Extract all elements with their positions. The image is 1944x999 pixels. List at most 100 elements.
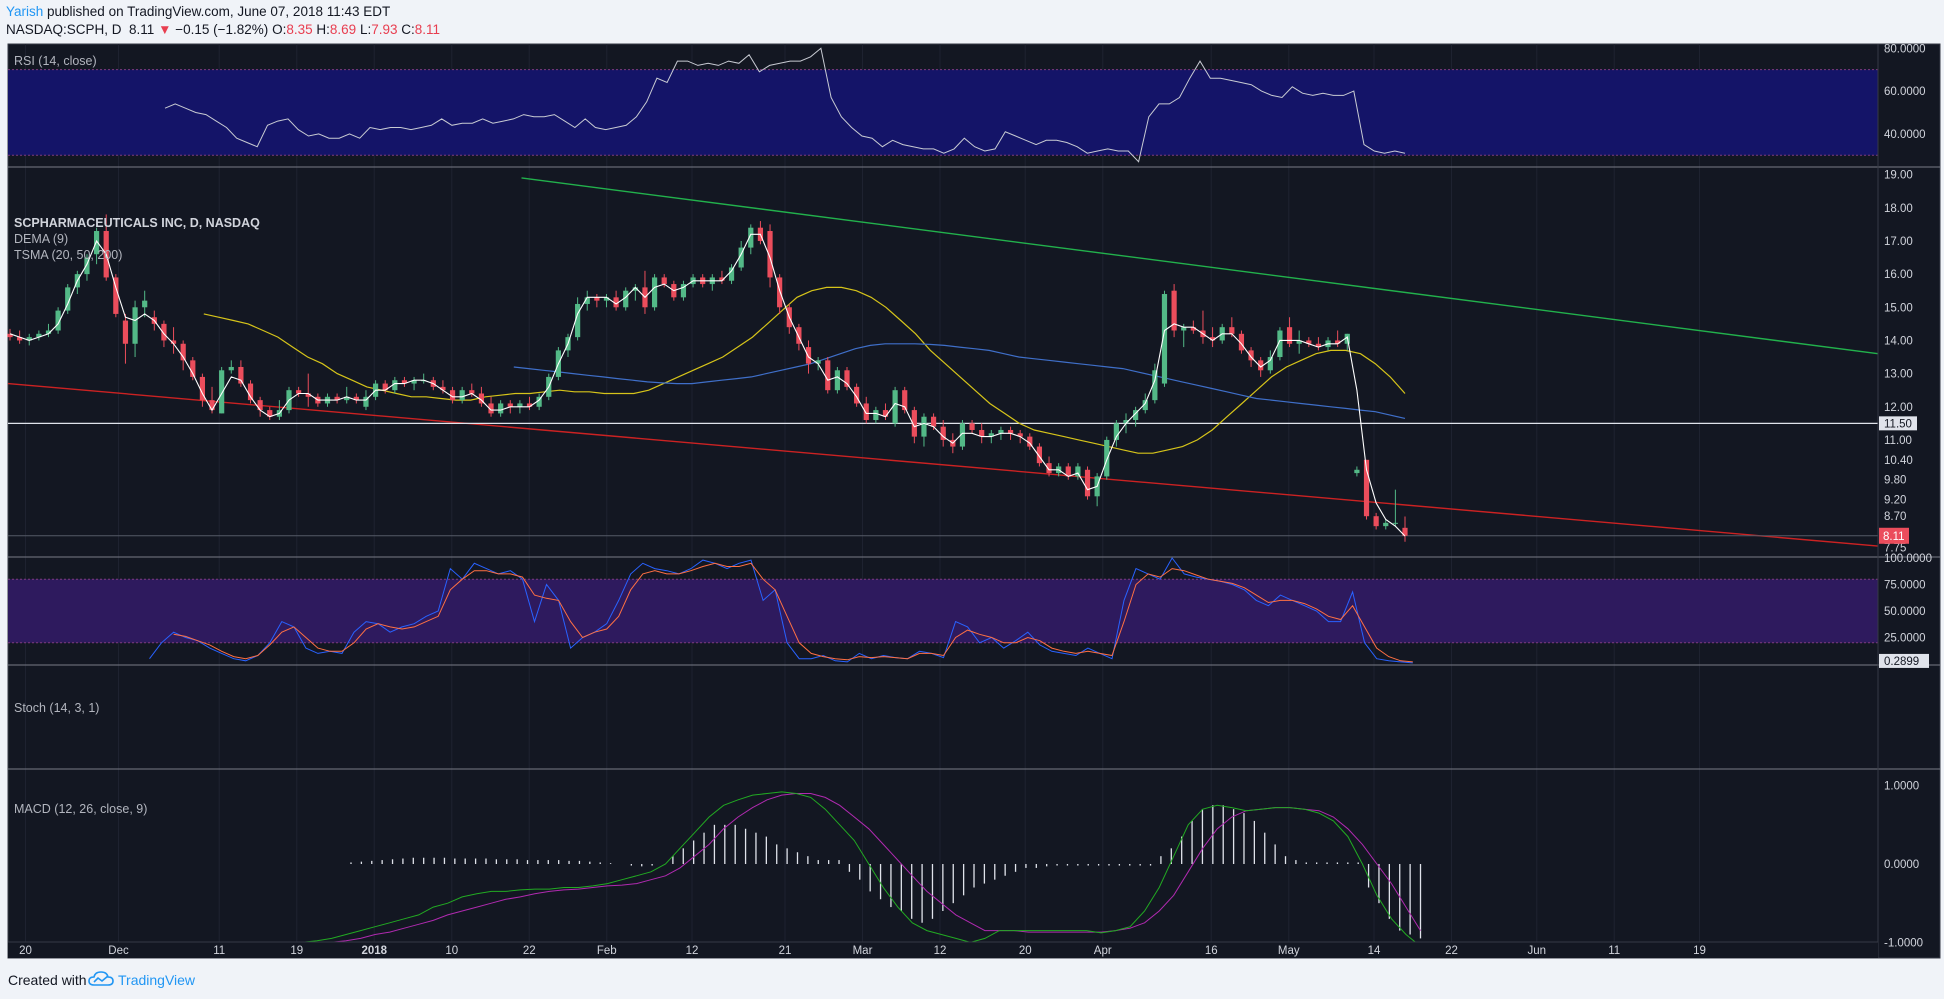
candle-body [882, 410, 889, 417]
high-value: 8.69 [329, 22, 357, 37]
author-link[interactable]: Yarish [6, 4, 44, 19]
candle-body [921, 416, 927, 437]
stoch-pane[interactable] [8, 557, 1878, 664]
candle-body [979, 429, 985, 437]
candle [1113, 420, 1119, 447]
stoch-band [8, 579, 1878, 643]
candle-body [267, 410, 273, 417]
candle [459, 386, 465, 404]
candle-body [1113, 423, 1119, 440]
stoch-k-line [149, 557, 1413, 664]
rsi-pane[interactable] [8, 47, 1878, 163]
candle-body [1354, 469, 1360, 474]
candle-body [199, 376, 206, 401]
footer: Created with TradingView [0, 960, 1944, 999]
low-value: 7.93 [371, 22, 398, 37]
candle-body [257, 400, 263, 411]
candle-body [469, 390, 475, 394]
price-tick-label: 8.70 [1884, 511, 1906, 523]
time-tick-label: 19 [290, 945, 303, 957]
candle [1036, 443, 1043, 467]
macd-pane[interactable] [273, 791, 1422, 947]
candle [392, 376, 398, 394]
stoch-value-tag [1879, 653, 1929, 668]
candle-body [1229, 327, 1235, 334]
macd-signal-line [273, 793, 1421, 947]
candle [199, 373, 206, 407]
candle-body [1315, 343, 1322, 348]
candle-body [65, 287, 71, 311]
stoch-value-label: 0.2899 [1884, 656, 1919, 668]
support-price-tag [1879, 416, 1917, 431]
high-label: H: [316, 22, 330, 37]
price-pane[interactable] [7, 177, 1879, 547]
candle-body [844, 370, 850, 387]
candle-body [517, 403, 523, 407]
candle [440, 380, 446, 394]
candle [575, 297, 581, 341]
candle-body [238, 366, 244, 384]
candle [623, 287, 629, 311]
upper-trendline [521, 177, 1879, 355]
candle-body [353, 396, 359, 401]
candle [834, 366, 840, 394]
macd-tick-label: 0.0000 [1884, 859, 1919, 871]
dema-line [9, 233, 1406, 537]
candle-body [603, 297, 610, 301]
candle-body [911, 410, 917, 437]
candle-body [738, 247, 744, 268]
candle [296, 386, 302, 397]
price-title: SCPHARMACEUTICALS INC, D, NASDAQ [14, 216, 260, 230]
candle-body [382, 383, 388, 391]
close-label: C: [401, 22, 415, 37]
candle [911, 406, 917, 444]
candle-body [1017, 433, 1023, 437]
candle [1152, 363, 1158, 404]
candle [603, 294, 610, 308]
candle-body [219, 370, 225, 414]
candle [728, 264, 735, 285]
macd-line [273, 791, 1421, 947]
candle-body [1084, 469, 1091, 497]
chart-area[interactable]: RSI (14, close) SCPHARMACEUTICALS INC, D… [0, 42, 1944, 960]
time-tick-label: 11 [213, 945, 225, 957]
macd-tick-label: 1.0000 [1884, 781, 1919, 793]
candle-body [998, 429, 1004, 434]
candle [132, 300, 138, 358]
price-tick-label: 14.00 [1884, 335, 1913, 347]
publish-info: Yarish published on TradingView.com, Jun… [6, 2, 390, 21]
price-tick-label: 9.20 [1884, 495, 1906, 507]
time-tick-label: 22 [523, 945, 536, 957]
candle-body [1238, 333, 1245, 351]
candle-body [719, 277, 725, 281]
candle-body [1402, 527, 1408, 536]
candle-body [1363, 459, 1370, 517]
candle-body [969, 423, 975, 430]
candle [36, 330, 42, 341]
last-price-label: 8.11 [1883, 531, 1905, 543]
stoch-tick-label: 75.0000 [1884, 580, 1926, 592]
candle-body [863, 403, 869, 421]
candle-body [498, 403, 504, 414]
candle [844, 366, 850, 391]
candle [180, 340, 186, 371]
candle-body [478, 393, 485, 404]
candle-body [1171, 290, 1177, 331]
tradingview-link[interactable]: TradingView [118, 972, 196, 988]
time-tick-label: Jun [1527, 945, 1546, 957]
candle-body [363, 396, 369, 407]
price-tick-label: 10.40 [1884, 455, 1913, 467]
candle-body [1133, 410, 1139, 421]
candle [940, 420, 946, 447]
candle [1075, 463, 1081, 480]
rsi-tick-label: 40.0000 [1884, 129, 1926, 141]
time-tick-label: May [1278, 945, 1300, 957]
candle [1133, 406, 1139, 427]
candle-body [834, 370, 840, 391]
macd-tick-label: -1.0000 [1884, 937, 1923, 949]
candle [190, 357, 196, 381]
last-price-tag [1879, 527, 1909, 544]
candle-body [1075, 466, 1081, 477]
candle-body [1152, 370, 1158, 401]
candle-body [1142, 400, 1148, 411]
